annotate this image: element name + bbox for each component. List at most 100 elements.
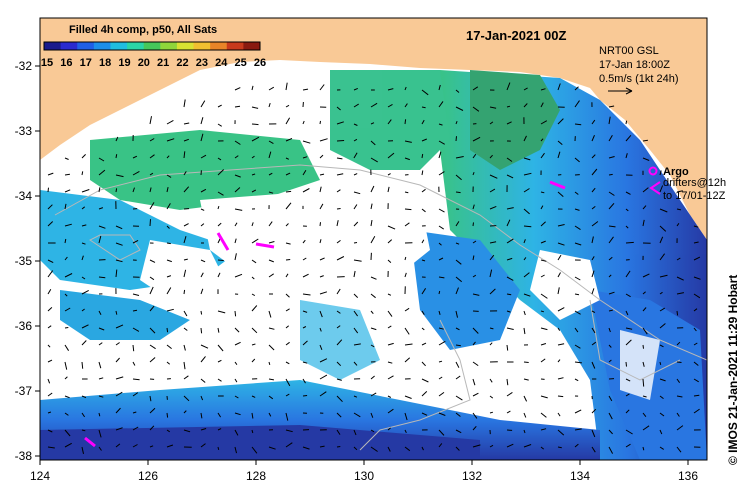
current-vector	[302, 156, 308, 159]
colorbar-label: 15	[41, 57, 53, 69]
current-vector	[81, 308, 85, 312]
current-vector	[353, 293, 359, 298]
current-vector	[557, 254, 562, 261]
current-vector	[234, 253, 237, 261]
current-vector	[149, 259, 156, 263]
current-vector	[659, 446, 664, 450]
current-vector	[506, 238, 514, 244]
current-vector	[523, 361, 529, 363]
y-tick-label: -36	[15, 319, 33, 333]
current-vector	[506, 410, 511, 414]
current-vector	[268, 361, 271, 366]
current-vector	[642, 378, 645, 387]
current-vector	[81, 446, 84, 455]
current-vector	[64, 442, 72, 448]
current-vector	[353, 327, 359, 334]
current-vector	[98, 342, 103, 346]
current-vector	[676, 257, 681, 261]
current-vector	[319, 445, 325, 448]
current-vector	[387, 239, 393, 244]
current-vector	[98, 327, 105, 331]
current-vector	[404, 103, 408, 108]
current-vector	[353, 446, 358, 451]
current-vector	[166, 225, 170, 229]
current-vector	[132, 426, 139, 431]
current-vector	[183, 344, 186, 351]
current-vector	[217, 169, 225, 176]
current-vector	[489, 154, 493, 159]
current-vector	[676, 412, 680, 417]
current-vector	[302, 361, 308, 364]
colorbar-swatch	[193, 42, 211, 50]
current-vector	[506, 378, 509, 386]
current-vector	[353, 103, 359, 108]
current-vector	[285, 429, 293, 433]
current-vector	[404, 307, 410, 312]
current-vector	[387, 325, 392, 329]
current-vector	[183, 258, 188, 261]
current-vector	[183, 223, 189, 227]
x-tick-label: 126	[138, 469, 158, 483]
current-vector	[183, 138, 189, 142]
current-vector	[591, 221, 599, 227]
current-vector	[438, 257, 444, 261]
current-vector	[302, 169, 307, 176]
current-vector	[166, 344, 172, 349]
current-vector	[200, 443, 206, 448]
current-vector	[353, 429, 357, 436]
current-vector	[353, 173, 358, 176]
current-vector	[489, 121, 494, 125]
current-vector	[251, 429, 254, 434]
current-vectors	[47, 82, 701, 455]
current-vector	[557, 377, 564, 380]
current-vector	[217, 259, 224, 261]
current-vector	[489, 269, 493, 278]
current-vector	[336, 288, 341, 295]
current-vector	[234, 140, 241, 145]
current-vector	[353, 310, 359, 317]
current-vector	[659, 185, 664, 193]
current-vector	[98, 157, 105, 162]
current-vector	[523, 257, 527, 261]
current-vector	[489, 444, 494, 448]
current-vector	[319, 310, 323, 318]
current-vector	[353, 259, 362, 262]
current-vector	[200, 208, 205, 211]
current-vector	[302, 188, 310, 193]
current-vector	[132, 293, 140, 296]
current-vector	[455, 242, 460, 245]
current-vector	[285, 190, 292, 193]
current-vector	[64, 273, 73, 278]
current-vector	[404, 343, 413, 346]
current-vector	[472, 293, 480, 296]
current-vector	[574, 225, 581, 231]
current-vector	[319, 239, 322, 244]
current-vector	[472, 222, 474, 227]
current-vector	[183, 236, 187, 244]
current-vector	[472, 204, 475, 210]
current-vector	[421, 106, 426, 109]
current-vector	[540, 358, 546, 363]
current-vector	[285, 117, 291, 125]
current-vector	[285, 308, 290, 312]
current-vector	[370, 429, 375, 433]
colorbar-label: 18	[99, 57, 111, 69]
current-vector	[557, 446, 562, 449]
y-tick-label: -37	[15, 384, 33, 398]
current-vector	[489, 288, 496, 295]
current-vector	[115, 310, 118, 315]
current-vector	[659, 395, 664, 400]
current-vector	[166, 308, 174, 312]
current-vector	[472, 86, 479, 91]
current-vector	[421, 288, 427, 295]
current-vector	[234, 429, 239, 436]
current-vector	[608, 236, 614, 244]
map-title: Filled 4h comp, p50, All Sats	[69, 24, 217, 36]
current-vector	[183, 395, 190, 402]
colorbar-swatch	[210, 42, 228, 50]
current-vector	[47, 288, 52, 295]
current-vector	[302, 310, 308, 313]
current-vector	[98, 446, 102, 451]
current-vector	[506, 121, 512, 125]
current-vector	[625, 339, 632, 346]
